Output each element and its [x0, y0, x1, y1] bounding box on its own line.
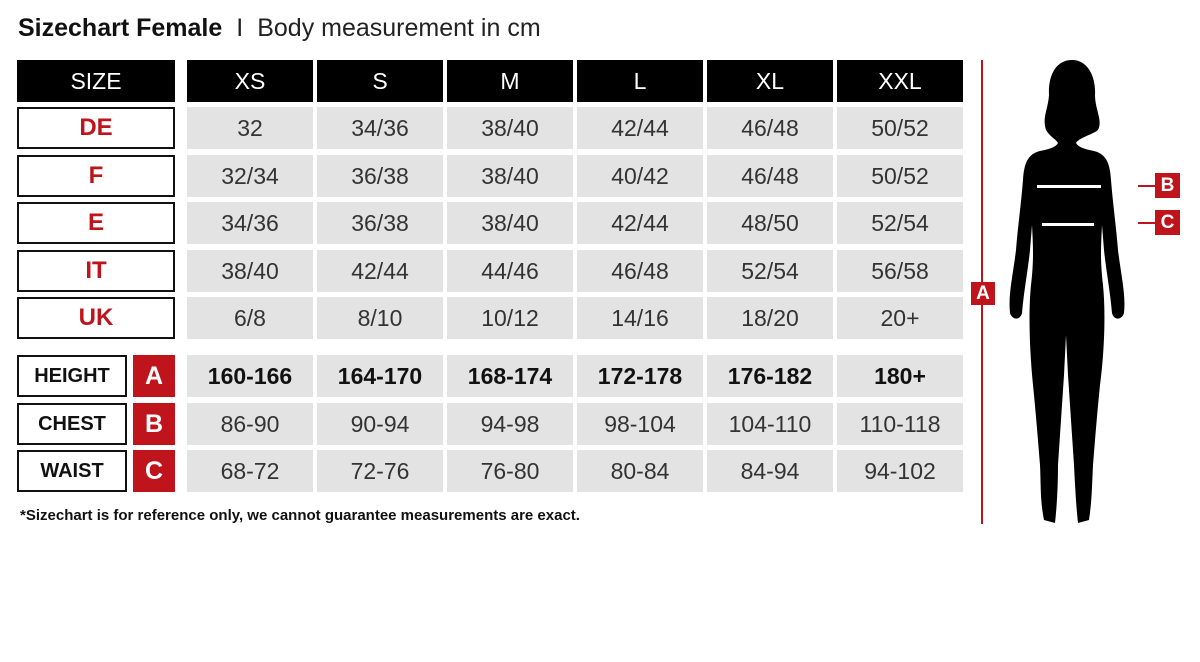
table-cell: 52/54: [707, 250, 833, 292]
table-cell: 38/40: [447, 202, 573, 244]
table-cell: 172-178: [577, 355, 703, 397]
row-label-it: IT: [17, 250, 175, 292]
footnote: *Sizechart is for reference only, we can…: [20, 507, 580, 524]
table-cell: 42/44: [317, 250, 443, 292]
table-cell: 32: [187, 107, 313, 149]
table-cell: 46/48: [707, 155, 833, 197]
table-cell: 76-80: [447, 450, 573, 492]
table-cell: 48/50: [707, 202, 833, 244]
table-cell: 180+: [837, 355, 963, 397]
size-header-label: SIZE: [17, 60, 175, 102]
table-cell: 168-174: [447, 355, 573, 397]
table-cell: 38/40: [187, 250, 313, 292]
table-cell: 50/52: [837, 107, 963, 149]
page-title: Sizechart Female I Body measurement in cm: [18, 14, 541, 43]
title-separator: I: [236, 14, 244, 42]
table-cell: 34/36: [187, 202, 313, 244]
table-cell: 8/10: [317, 297, 443, 339]
waist-tick: [1138, 222, 1155, 224]
measurement-letter-badge: C: [133, 450, 175, 492]
size-header-s: S: [317, 60, 443, 102]
table-cell: 104-110: [707, 403, 833, 445]
row-label-uk: UK: [17, 297, 175, 339]
height-marker: A: [971, 282, 995, 305]
chest-marker: B: [1155, 173, 1180, 198]
table-cell: 50/52: [837, 155, 963, 197]
size-header-xxl: XXL: [837, 60, 963, 102]
table-cell: 176-182: [707, 355, 833, 397]
table-cell: 46/48: [707, 107, 833, 149]
table-cell: 32/34: [187, 155, 313, 197]
table-cell: 38/40: [447, 155, 573, 197]
table-cell: 18/20: [707, 297, 833, 339]
row-label-height: HEIGHT: [17, 355, 127, 397]
size-header-xl: XL: [707, 60, 833, 102]
table-cell: 86-90: [187, 403, 313, 445]
table-cell: 38/40: [447, 107, 573, 149]
table-cell: 46/48: [577, 250, 703, 292]
table-cell: 44/46: [447, 250, 573, 292]
table-cell: 10/12: [447, 297, 573, 339]
size-header-l: L: [577, 60, 703, 102]
table-cell: 20+: [837, 297, 963, 339]
table-cell: 84-94: [707, 450, 833, 492]
table-cell: 36/38: [317, 155, 443, 197]
title-main: Sizechart Female: [18, 14, 223, 42]
row-label-e: E: [17, 202, 175, 244]
waist-marker: C: [1155, 210, 1180, 235]
table-cell: 6/8: [187, 297, 313, 339]
table-cell: 98-104: [577, 403, 703, 445]
size-header-xs: XS: [187, 60, 313, 102]
row-label-de: DE: [17, 107, 175, 149]
table-cell: 94-98: [447, 403, 573, 445]
table-cell: 164-170: [317, 355, 443, 397]
table-cell: 34/36: [317, 107, 443, 149]
size-header-m: M: [447, 60, 573, 102]
table-cell: 36/38: [317, 202, 443, 244]
table-cell: 42/44: [577, 107, 703, 149]
female-silhouette-icon: [1009, 60, 1125, 523]
table-cell: 90-94: [317, 403, 443, 445]
table-cell: 52/54: [837, 202, 963, 244]
table-cell: 56/58: [837, 250, 963, 292]
table-cell: 72-76: [317, 450, 443, 492]
table-cell: 14/16: [577, 297, 703, 339]
row-label-f: F: [17, 155, 175, 197]
measurement-letter-badge: A: [133, 355, 175, 397]
table-cell: 40/42: [577, 155, 703, 197]
table-cell: 68-72: [187, 450, 313, 492]
table-cell: 160-166: [187, 355, 313, 397]
measurement-letter-badge: B: [133, 403, 175, 445]
table-cell: 110-118: [837, 403, 963, 445]
row-label-chest: CHEST: [17, 403, 127, 445]
table-cell: 80-84: [577, 450, 703, 492]
title-sub: Body measurement in cm: [257, 14, 541, 42]
table-cell: 42/44: [577, 202, 703, 244]
row-label-waist: WAIST: [17, 450, 127, 492]
table-cell: 94-102: [837, 450, 963, 492]
chest-tick: [1138, 185, 1155, 187]
